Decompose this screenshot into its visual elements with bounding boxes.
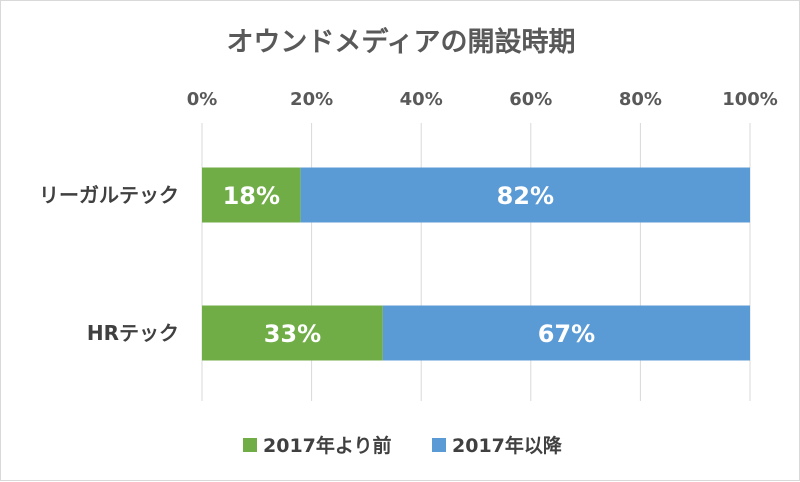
x-tick-label: 100%	[722, 89, 778, 110]
x-tick-label: 20%	[290, 89, 333, 110]
category-labels: リーガルテック HRテック	[39, 183, 179, 345]
legend-label: 2017年以降	[452, 434, 563, 457]
bar-segment-before-2017	[202, 167, 301, 223]
bar-segment-after-2017	[300, 167, 750, 223]
x-tick-label: 0%	[187, 89, 218, 110]
legend-label: 2017年より前	[263, 434, 392, 457]
legend-swatch	[243, 438, 257, 452]
x-tick-label: 40%	[400, 89, 443, 110]
legend-item-after-2017: 2017年以降	[432, 434, 563, 457]
data-label: 18%	[223, 182, 280, 210]
legend-swatch	[432, 438, 446, 452]
data-label: 82%	[497, 182, 554, 210]
bar-segment-after-2017	[382, 305, 750, 361]
x-tick-label: 80%	[619, 89, 662, 110]
x-axis-ticks: 0% 20% 40% 60% 80% 100%	[187, 89, 778, 110]
category-label: HRテック	[87, 321, 179, 345]
x-tick-label: 60%	[509, 89, 552, 110]
legend-item-before-2017: 2017年より前	[243, 434, 392, 457]
legend: 2017年より前 2017年以降	[243, 434, 563, 457]
bars: 18% 82% 33% 67%	[202, 167, 750, 361]
chart-title: オウンドメディアの開設時期	[226, 26, 575, 58]
category-label: リーガルテック	[39, 183, 179, 207]
data-label: 33%	[264, 320, 321, 348]
data-label: 67%	[538, 320, 595, 348]
bar-segment-before-2017	[202, 305, 383, 361]
